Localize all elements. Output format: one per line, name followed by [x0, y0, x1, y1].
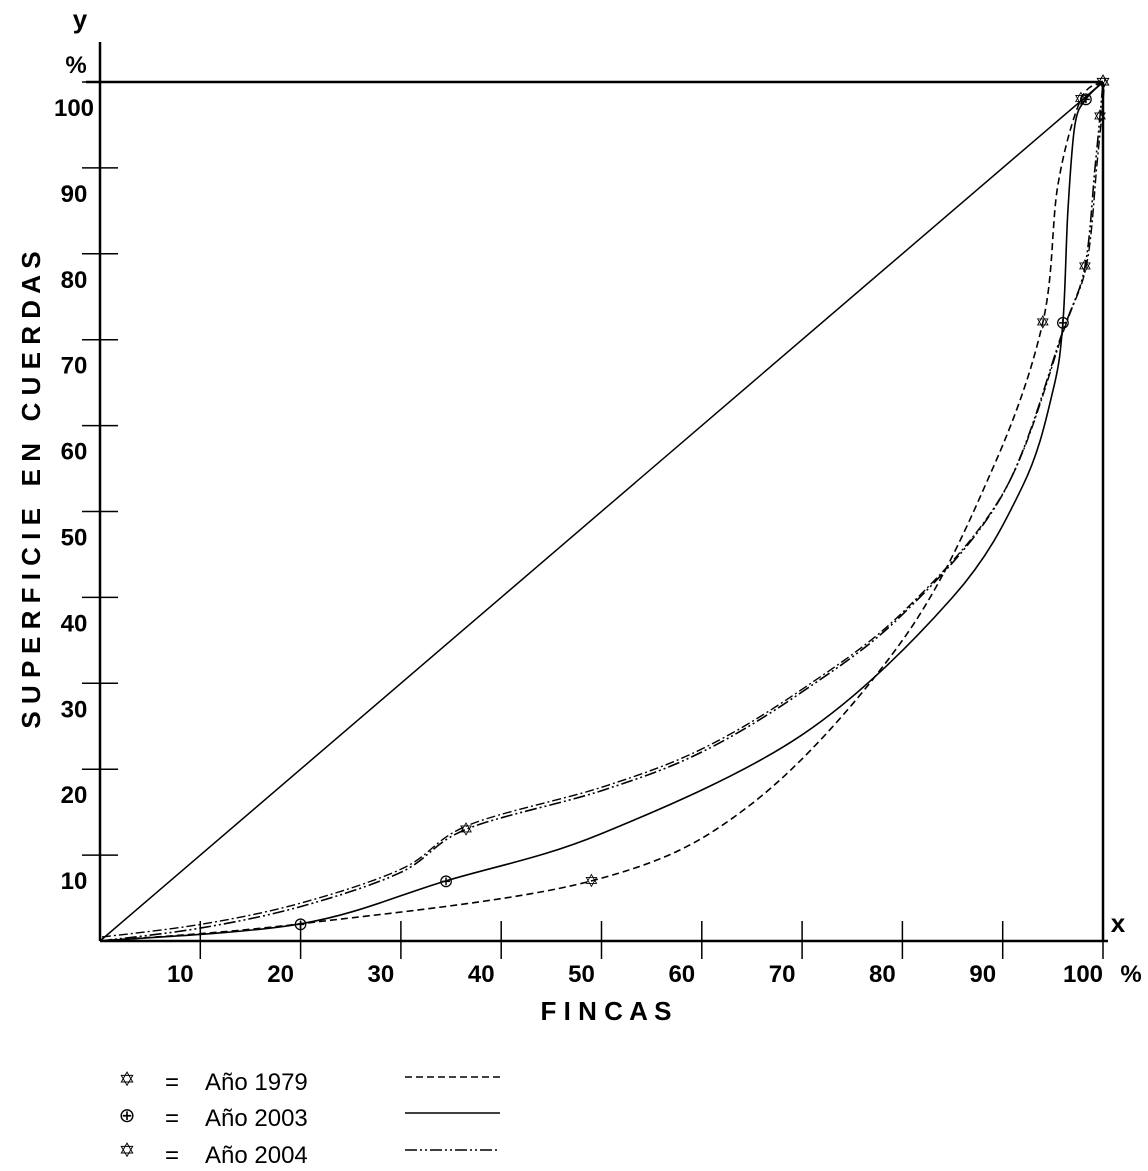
y-tick-label: 70: [61, 353, 88, 380]
legend-symbol: ⊕: [119, 1105, 136, 1127]
y-axis-title: S U P E R F I C I E E N C U E R D A S: [16, 251, 46, 728]
y-axis-unit: %: [65, 52, 86, 79]
x-axis-letter: x: [1111, 908, 1126, 938]
x-tick-label: 80: [869, 961, 896, 988]
legend-label: Año 2004: [205, 1142, 308, 1169]
legend-label: Año 1979: [205, 1069, 308, 1096]
plot-frame: [86, 42, 1108, 943]
legend-label: Año 2003: [205, 1105, 308, 1132]
x-tick-label: 100: [1063, 961, 1103, 988]
x-axis-title: F I N C A S: [541, 996, 672, 1026]
series-a-o-2004-line: [99, 81, 1104, 942]
series-a-o-2004-marker: ✡: [459, 819, 474, 839]
x-tick-label: 90: [969, 961, 996, 988]
legend-item-2003: ⊕ = Año 2003: [119, 1105, 500, 1132]
legend-item-1979: ✡ = Año 1979: [119, 1069, 500, 1096]
series-a-o-2004-marker: ✡: [1077, 257, 1092, 277]
legend-equals: =: [165, 1142, 179, 1169]
legend-equals: =: [165, 1069, 179, 1096]
x-tick-label: 20: [267, 961, 294, 988]
series-a-o-2004-line-echo-path: [101, 77, 1106, 938]
x-axis-unit: %: [1120, 961, 1141, 988]
legend-symbol: ✡: [119, 1069, 136, 1091]
y-tick-label: 30: [61, 696, 88, 723]
series-a-o-2004-marker: ✡: [1092, 106, 1107, 126]
y-tick-label: 20: [61, 782, 88, 809]
legend-item-2004: ✡ = Año 2004: [119, 1140, 500, 1169]
y-tick-label: 50: [61, 525, 88, 552]
series-a-o-2003-marker: ⊕: [438, 871, 453, 891]
x-tick-label: 30: [368, 961, 395, 988]
series-layer: [99, 77, 1106, 942]
legend-equals: =: [165, 1105, 179, 1132]
equality-line: [99, 81, 1104, 942]
x-tick-label: 10: [167, 961, 194, 988]
tick-labels: 10 20 30 40 50 60 70 80 90 100 10 20 30 40 50 60 70 80 90 1…: [54, 95, 1103, 988]
y-tick-label: 80: [61, 267, 88, 294]
marker-layer: ✡✡✡⊕⊕⊕⊕✡✡✡✡: [293, 72, 1111, 934]
x-tick-label: 50: [568, 961, 595, 988]
axis-ticks: [82, 81, 1104, 959]
y-tick-label: 90: [61, 181, 88, 208]
x-tick-label: 60: [668, 961, 695, 988]
series-a-o-2003-line: [99, 81, 1104, 942]
y-tick-label: 60: [61, 439, 88, 466]
y-tick-label: 100: [54, 95, 94, 122]
series-a-o-2003-marker: ⊕: [1078, 89, 1093, 109]
series-a-o-1979-marker: ✡: [584, 871, 599, 891]
y-tick-label: 40: [61, 610, 88, 637]
legend-symbol: ✡: [119, 1140, 136, 1162]
series-a-o-2003-marker: ⊕: [293, 914, 308, 934]
series-a-o-2003-marker: ⊕: [1055, 313, 1070, 333]
series-a-o-1979-marker: ✡: [1035, 313, 1050, 333]
y-tick-label: 10: [61, 868, 88, 895]
series-a-o-2004-line-echo: [101, 77, 1106, 938]
series-a-o-1979-marker: ✡: [1073, 89, 1088, 109]
endpoint-marker: ✡: [1095, 72, 1112, 94]
y-axis-letter: y: [73, 4, 88, 34]
x-tick-label: 40: [468, 961, 495, 988]
series-a-o-1979-line: [99, 81, 1104, 942]
x-tick-label: 70: [769, 961, 796, 988]
legend: ✡ = Año 1979 ⊕ = Año 2003 ✡ = Año 2004: [119, 1069, 500, 1169]
